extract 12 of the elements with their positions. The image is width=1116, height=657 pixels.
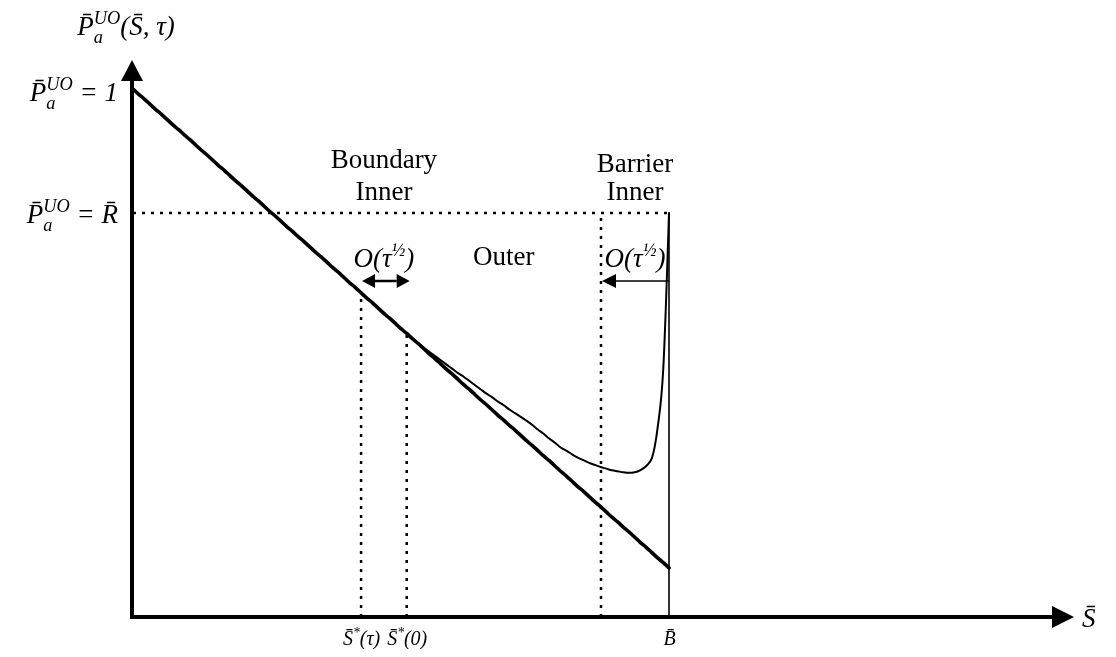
annotation: O(τ$^{½}$) <box>353 239 415 273</box>
x-tick-label: S̄$^{*}$(0) <box>387 624 428 650</box>
annotation: Boundary Inner <box>330 144 438 206</box>
annotation: O(τ$^{½}$) <box>604 239 666 273</box>
annotation: Barrier Inner <box>596 148 674 206</box>
x-tick-label: B̄ <box>663 627 676 649</box>
text: S̄ <box>1082 603 1096 633</box>
ref-line-label: P̄$_{a}$$^{UO}$ = R̄ <box>25 195 119 236</box>
text: P̄$_{a}$$^{UO}$ = 1 <box>28 73 118 114</box>
y-axis-title: P̄$_{a}$$^{UO}$(S̄, τ) <box>76 7 175 48</box>
annotation: Outer <box>473 241 535 271</box>
x-tick-label: S̄$^{*}$(τ) <box>342 624 381 650</box>
